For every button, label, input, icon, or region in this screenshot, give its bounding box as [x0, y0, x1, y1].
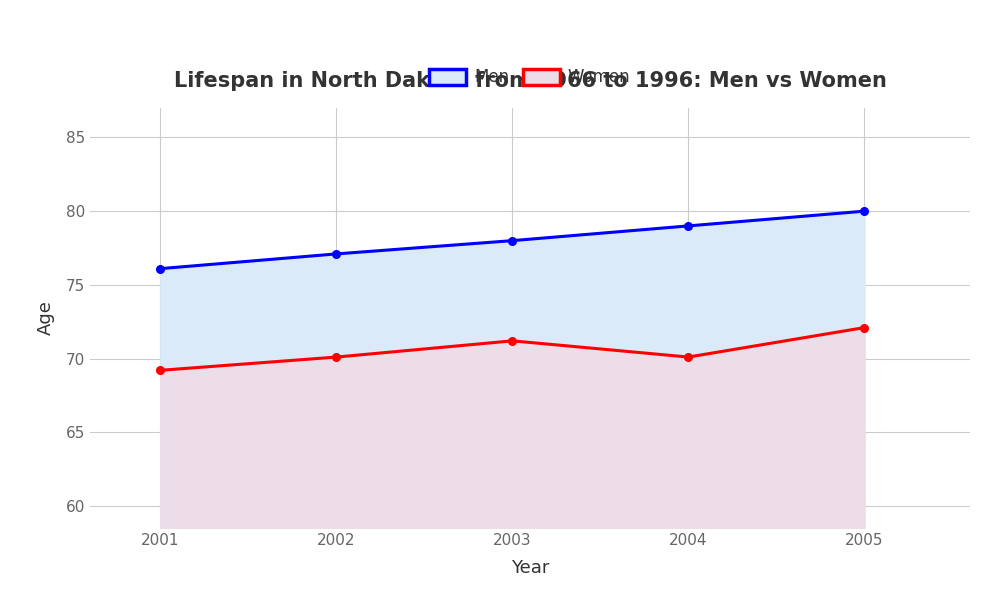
Y-axis label: Age: Age: [37, 301, 55, 335]
Legend: Men, Women: Men, Women: [423, 62, 637, 93]
Title: Lifespan in North Dakota from 1966 to 1996: Men vs Women: Lifespan in North Dakota from 1966 to 19…: [174, 71, 886, 91]
X-axis label: Year: Year: [511, 559, 549, 577]
